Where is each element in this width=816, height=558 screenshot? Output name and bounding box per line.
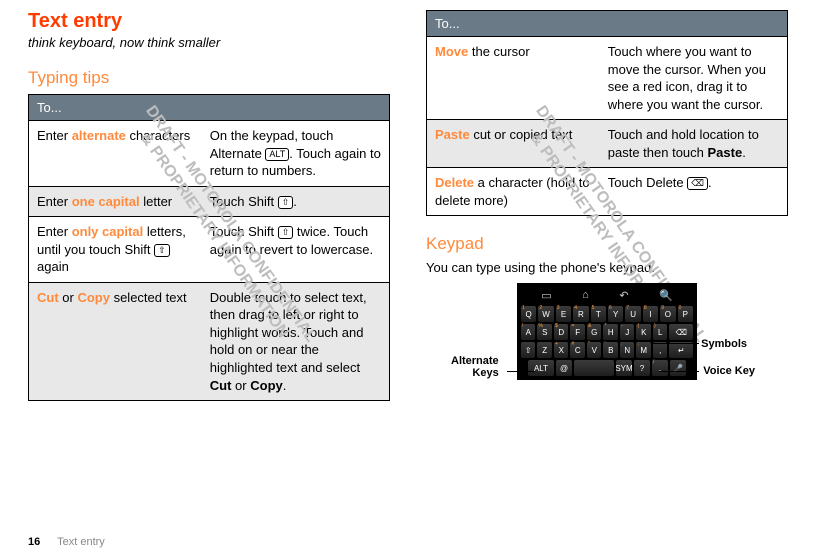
label-altkeys: Alternate Keys [451,355,499,379]
keypad-key: :N [620,342,635,358]
footer-section: Text entry [57,536,105,548]
keypad-key: SYM [616,360,632,376]
keypad-key: *H [603,324,618,340]
section-keypad: Keypad [426,234,788,254]
keypad-key: =F [570,324,585,340]
label-symbols: Symbols [701,338,747,350]
section-typing-tips: Typing tips [28,68,390,88]
keypad-key: 2W [538,306,553,322]
table-row: Paste cut or copied textTouch and hold l… [427,120,788,168]
keypad-key: 8I [643,306,658,322]
keypad-key: ;M [636,342,651,358]
keypad-key: &G [587,324,602,340]
shift-key-icon: ⇧ [278,196,294,209]
tip-action: Enter only capital letters, until you to… [29,217,202,283]
tip-action: Cut or Copy selected text [29,282,202,400]
table-header: To... [427,11,788,37]
search-icon: 🔍 [659,289,673,302]
keypad-key: /. [652,360,668,376]
table-row: Delete a character (hold to delete more)… [427,168,788,216]
keypad-key: ? [634,360,650,376]
keypad-key: -J [620,324,635,340]
keypad-key: $D [554,324,569,340]
table-row: Enter one capital letterTouch Shift ⇧. [29,186,390,217]
table-row: Enter alternate charactersOn the keypad,… [29,121,390,187]
table-row: Enter only capital letters, until you to… [29,217,390,283]
back-icon: ↶ [619,289,628,302]
keypad-key: @ [556,360,572,376]
keypad-key: 🎤 [670,360,686,376]
tip-instruction: Double touch to select text, then drag t… [202,282,390,400]
table-header: To... [29,95,390,121]
keypad-key: (K [636,324,651,340]
label-voice: Voice Key [703,365,755,377]
page-title: Text entry [28,10,390,33]
tip-action: Enter alternate characters [29,121,202,187]
keypad-key: 6Y [608,306,623,322]
home-icon: ⌂ [582,289,589,302]
keypad-key: 7U [625,306,640,322]
tips-table-left: To... Enter alternate charactersOn the k… [28,94,390,401]
keypad-key: "V [587,342,602,358]
tip-action: Enter one capital letter [29,186,202,217]
tip-instruction: On the keypad, touch Alternate ALT. Touc… [202,121,390,187]
connector [659,371,699,372]
keypad-key: 4R [573,306,588,322]
tip-instruction: Touch Shift ⇧. [202,186,390,217]
keypad-key [574,360,614,376]
page-number: 16 [28,536,40,548]
recent-icon: ▭ [541,289,551,302]
alt-key-icon: ALT [265,148,289,161]
table-row: Cut or Copy selected textDouble touch to… [29,282,390,400]
keypad: ▭ ⌂ ↶ 🔍 1Q2W3E4R5T6Y7U8I9O0P !A%S$D=F&G*… [517,283,697,380]
connector [653,343,699,344]
keypad-key: )L [653,324,668,340]
keypad-key: 9O [660,306,675,322]
keypad-key: ⌫ [669,324,693,340]
connector [507,371,535,372]
shift-key-icon: ⇧ [154,244,170,257]
tips-table-right: To... Move the cursorTouch where you wan… [426,10,788,216]
keypad-key: !A [521,324,536,340]
keypad-key: #C [570,342,585,358]
keypad-figure: ▭ ⌂ ↶ 🔍 1Q2W3E4R5T6Y7U8I9O0P !A%S$D=F&G*… [487,283,727,380]
keypad-key: %S [537,324,552,340]
keypad-key: 1Q [521,306,536,322]
tip-action: Paste cut or copied text [427,120,600,168]
keypad-key: 0P [678,306,693,322]
tip-action: Delete a character (hold to delete more) [427,168,600,216]
page-subtitle: think keyboard, now think smaller [28,35,390,50]
tip-instruction: Touch Delete ⌫. [600,168,788,216]
keypad-key: ⇧ [521,342,536,358]
keypad-key: 'B [603,342,618,358]
left-column: Text entry think keyboard, now think sma… [28,10,390,401]
tip-action: Move the cursor [427,37,600,120]
keypad-key: ↵ [669,342,693,358]
tip-instruction: Touch and hold location to paste then to… [600,120,788,168]
keypad-topbar: ▭ ⌂ ↶ 🔍 [521,287,693,304]
delete-key-icon: ⌫ [687,177,708,190]
keypad-key: , [653,342,668,358]
page-footer: 16 Text entry [28,536,105,548]
keypad-key: 5T [591,306,606,322]
keypad-key: +X [554,342,569,358]
shift-key-icon: ⇧ [278,226,294,239]
tip-instruction: Touch Shift ⇧ twice. Touch again to reve… [202,217,390,283]
keypad-key: ALT [528,360,554,376]
tip-instruction: Touch where you want to move the cursor.… [600,37,788,120]
keypad-intro: You can type using the phone's keypad. [426,260,788,275]
keypad-key: 3E [556,306,571,322]
keypad-key: Z [537,342,552,358]
right-column: To... Move the cursorTouch where you wan… [426,10,788,401]
table-row: Move the cursorTouch where you want to m… [427,37,788,120]
